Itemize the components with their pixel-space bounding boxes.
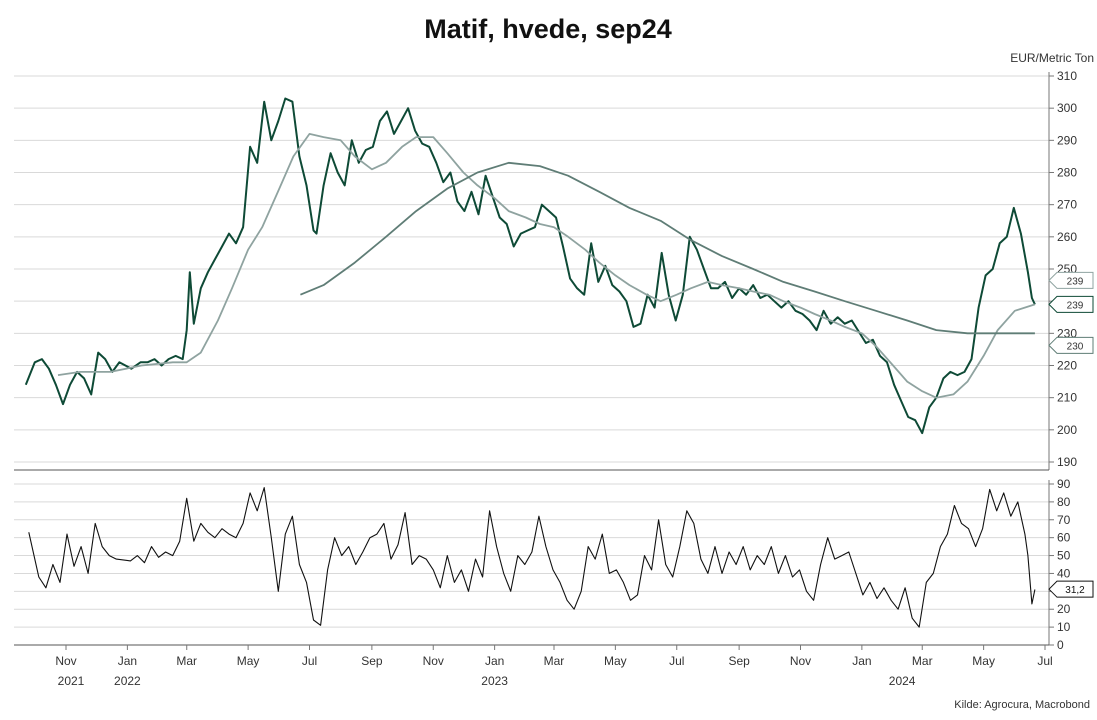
- rsi-end-value-tag: 31,2: [1048, 580, 1094, 598]
- price-series-line-1: [57, 133, 1036, 399]
- rsi-y-tick-label: 20: [1057, 602, 1071, 616]
- rsi-y-tick-label: 80: [1057, 495, 1071, 509]
- x-year-label: 2023: [481, 674, 508, 688]
- price-end-value-tag: 239: [1048, 295, 1094, 313]
- rsi-end-value-label: 31,2: [1065, 585, 1085, 596]
- x-year-label: 2022: [114, 674, 141, 688]
- price-series-line-2: [300, 161, 1035, 335]
- x-tick-label: Jan: [852, 654, 871, 668]
- price-y-tick-label: 270: [1057, 198, 1077, 212]
- price-end-value-box: [1048, 336, 1094, 354]
- rsi-y-tick-label: 60: [1057, 531, 1071, 545]
- rsi-y-tick-label: 10: [1057, 620, 1071, 634]
- price-y-tick-label: 300: [1057, 101, 1077, 115]
- rsi-y-tick-label: 40: [1057, 566, 1071, 580]
- price-y-tick-label: 290: [1057, 133, 1077, 147]
- price-end-value-label: 239: [1067, 300, 1084, 311]
- x-tick-label: Mar: [176, 654, 197, 668]
- price-y-tick-label: 310: [1057, 69, 1077, 83]
- price-y-tick-label: 260: [1057, 230, 1077, 244]
- x-year-label: 2024: [889, 674, 916, 688]
- x-tick-label: Jul: [302, 654, 317, 668]
- x-tick-label: Nov: [55, 654, 76, 668]
- y-unit-label: EUR/Metric Ton: [1010, 51, 1094, 65]
- x-tick-label: Jan: [118, 654, 137, 668]
- price-end-value-tag: 230: [1048, 336, 1094, 354]
- x-tick-label: Sep: [728, 654, 750, 668]
- rsi-series-line-0: [28, 487, 1036, 628]
- x-tick-label: Jan: [485, 654, 504, 668]
- price-end-value-box: [1048, 271, 1094, 289]
- rsi-y-tick-label: 50: [1057, 549, 1071, 563]
- x-tick-label: Nov: [423, 654, 444, 668]
- price-y-tick-label: 200: [1057, 423, 1077, 437]
- rsi-y-tick-label: 0: [1057, 638, 1064, 652]
- rsi-panel: 010203040506070809031,2: [14, 477, 1094, 652]
- price-series-line-0: [24, 97, 1036, 435]
- rsi-y-tick-label: 90: [1057, 477, 1071, 491]
- price-y-tick-label: 190: [1057, 455, 1077, 469]
- x-year-label: 2021: [58, 674, 85, 688]
- x-tick-label: Nov: [790, 654, 811, 668]
- price-y-tick-label: 220: [1057, 359, 1077, 373]
- rsi-y-tick-label: 70: [1057, 513, 1071, 527]
- price-end-value-label: 230: [1067, 341, 1084, 352]
- x-tick-label: May: [972, 654, 995, 668]
- x-tick-label: Sep: [361, 654, 383, 668]
- x-tick-label: Jul: [669, 654, 684, 668]
- price-y-tick-label: 280: [1057, 166, 1077, 180]
- price-y-tick-label: 210: [1057, 391, 1077, 405]
- price-end-value-box: [1048, 295, 1094, 313]
- chart-title: Matif, hvede, sep24: [424, 14, 672, 44]
- x-tick-label: Mar: [544, 654, 565, 668]
- x-tick-label: Mar: [912, 654, 933, 668]
- source-note: Kilde: Agrocura, Macrobond: [954, 699, 1090, 711]
- x-tick-label: May: [237, 654, 260, 668]
- rsi-end-value-box: [1048, 580, 1094, 598]
- price-panel: 1902002102202302402502602702802903003102…: [14, 69, 1094, 470]
- price-end-value-tag: 239: [1048, 271, 1094, 289]
- x-axis: Nov Jan Mar May Jul Sep Nov Jan Mar May Jul Sep Nov J…: [14, 469, 1053, 688]
- x-tick-label: Jul: [1037, 654, 1052, 668]
- price-end-value-label: 239: [1067, 276, 1084, 287]
- x-tick-label: May: [604, 654, 627, 668]
